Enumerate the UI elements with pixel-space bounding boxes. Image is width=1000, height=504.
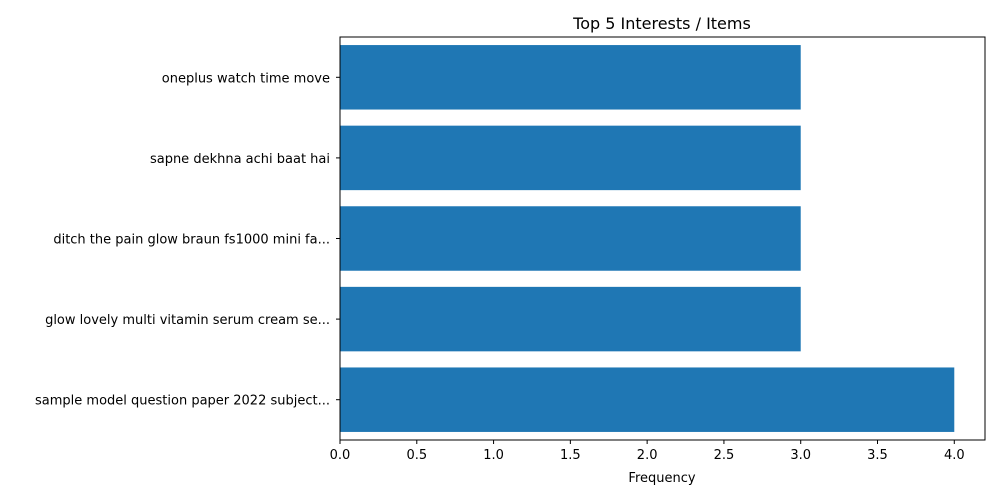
chart-title: Top 5 Interests / Items [572,14,751,33]
y-tick-label: ditch the pain glow braun fs1000 mini fa… [53,233,330,248]
x-axis-label: Frequency [628,471,695,486]
y-tick-label: sample model question paper 2022 subject… [35,394,330,409]
x-tick-label: 2.5 [714,448,735,463]
bar [340,367,955,432]
x-tick-label: 2.0 [637,448,658,463]
bar [340,45,801,110]
y-tick-label: glow lovely multi vitamin serum cream se… [45,313,330,328]
y-tick-label: oneplus watch time move [162,71,330,86]
x-tick-label: 3.5 [867,448,888,463]
bar [340,286,801,352]
x-tick-label: 0.0 [330,448,351,463]
x-tick-label: 1.0 [483,448,504,463]
bars-layer [340,45,955,432]
bar [340,206,801,271]
x-tick-label: 0.5 [406,448,427,463]
x-tick-label: 4.0 [944,448,965,463]
bar [340,125,801,191]
x-tick-label: 3.0 [790,448,811,463]
y-tick-label: sapne dekhna achi baat hai [150,152,330,167]
x-tick-label: 1.5 [560,448,581,463]
x-axis-ticks: 0.0 0.5 1.0 1.5 2.0 2.5 3.0 3.5 4.0 [330,440,965,463]
y-axis-ticks: oneplus watch time move sapne dekhna achi… [35,71,340,409]
